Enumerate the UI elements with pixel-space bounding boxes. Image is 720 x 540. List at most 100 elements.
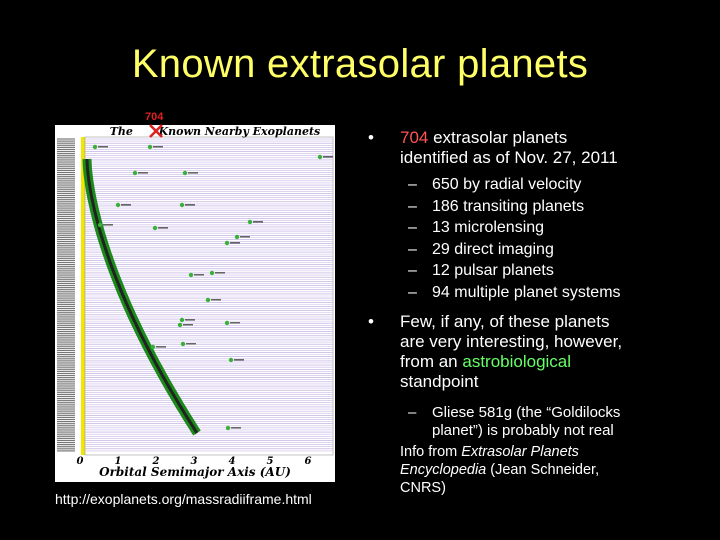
chart-count-label: 704: [145, 111, 164, 123]
chart-planet-label: [153, 146, 163, 148]
chart-planet-dot: [97, 222, 103, 228]
chart-row-label: [57, 287, 75, 289]
chart-row-label: [57, 268, 75, 270]
chart-x-tick-label: 4: [229, 456, 236, 467]
chart-planet-band-core: [85, 158, 199, 434]
chart-planet-dot: [209, 270, 215, 276]
chart-row-label: [57, 215, 75, 218]
chart-row-label: [57, 358, 75, 360]
chart-row-label: [57, 146, 75, 148]
chart-row-label: [57, 222, 75, 224]
chart-row-label: [57, 163, 75, 165]
chart-row-label: [57, 416, 75, 419]
chart-row-label: [57, 314, 75, 316]
chart-row-label: [57, 418, 75, 421]
chart-row-label: [57, 249, 75, 251]
chart-row-label: [57, 217, 75, 220]
chart-planet-label: [188, 172, 198, 174]
bullet1-text-rest: extrasolar planets: [428, 128, 568, 147]
chart-row-label: [57, 437, 75, 439]
list-item: –186 transiting planets: [408, 197, 585, 215]
chart-row-label: [57, 293, 75, 295]
chart-row-label: [57, 150, 75, 153]
chart-planet-label: [234, 359, 244, 361]
chart-row-label: [57, 276, 75, 278]
chart-row-label: [57, 316, 75, 318]
chart-row-label: [57, 178, 75, 180]
chart-planet-label: [121, 204, 131, 206]
chart-row-label: [57, 226, 75, 228]
source-url: http://exoplanets.org/massradiiframe.htm…: [55, 491, 312, 507]
chart-row-label: [57, 450, 75, 452]
chart-row-label: [57, 448, 75, 450]
chart-row-label: [57, 272, 75, 274]
chart-row-label: [57, 441, 75, 444]
chart-row-label: [57, 439, 75, 442]
chart-planet-dot: [182, 170, 188, 176]
chart-row-label: [57, 259, 75, 262]
planet-count-highlight: 704: [400, 128, 429, 147]
chart-row-label: [57, 240, 75, 243]
slide-title: Known extrasolar planets: [131, 42, 589, 86]
chart-planet-dot: [179, 202, 185, 208]
chart-planet-dot: [152, 225, 158, 231]
chart-row-label: [57, 333, 75, 335]
chart-row-label: [57, 324, 75, 326]
chart-row-label: [57, 224, 75, 226]
exoplanet-chart-image: 0 1 2 3 4 5 6 Orbital Semimajor Axis (AU): [55, 125, 335, 482]
chart-planet-dot: [224, 320, 230, 326]
chart-planet-dot: [234, 234, 240, 240]
chart-planet-label: [194, 274, 204, 276]
chart-row-label: [57, 320, 75, 322]
chart-planet-dot: [317, 154, 323, 160]
chart-row-label: [57, 425, 75, 427]
chart-row-label: [57, 257, 75, 259]
chart-planet-dot: [228, 357, 234, 363]
chart-planet-dot: [180, 341, 186, 347]
chart-row-label: [57, 190, 75, 192]
chart-row-label: [57, 362, 75, 364]
chart-row-label: [57, 312, 75, 314]
chart-row-label: [57, 393, 75, 395]
chart-row-label: [57, 387, 75, 389]
list-item: –12 pulsar planets: [408, 262, 554, 280]
chart-row-label: [57, 203, 75, 205]
bullet-known-count: • 704 extrasolar planets identified as o…: [368, 128, 708, 168]
chart-row-label: [57, 169, 75, 171]
chart-row-label: [57, 140, 75, 142]
chart-row-label: [57, 366, 75, 368]
chart-x-axis-label: Orbital Semimajor Axis (AU): [99, 465, 291, 479]
chart-planet-label: [253, 221, 263, 223]
chart-row-label: [57, 167, 75, 169]
chart-row-label: [57, 379, 75, 381]
bullet-dot: •: [368, 311, 374, 331]
chart-row-label: [57, 173, 75, 176]
chart-row-label: [57, 184, 75, 186]
chart-row-label: [57, 412, 75, 414]
chart-row-label: [57, 282, 75, 285]
gliese-list: – Gliese 581g (the “Goldilocks planet”) is…: [368, 404, 708, 440]
chart-row-label: [57, 421, 75, 423]
chart-row-label: [57, 264, 75, 266]
chart-row-label: [57, 395, 75, 398]
chart-x-tick-label: 2: [152, 456, 160, 467]
chart-row-label: [57, 328, 75, 331]
chart-row-label: [57, 201, 75, 203]
chart-row-label: [57, 228, 75, 230]
chart-row-label: [57, 402, 75, 404]
chart-row-label: [57, 297, 75, 299]
chart-planet-label: [231, 427, 241, 429]
chart-row-label: [57, 343, 75, 345]
chart-row-label: [57, 326, 75, 328]
chart-row-label: [57, 253, 75, 255]
chart-row-label: [57, 274, 75, 276]
chart-row-label: [57, 414, 75, 416]
chart-x-tick-label: 0: [77, 456, 84, 467]
chart-row-label: [57, 303, 75, 305]
chart-row-label: [57, 138, 75, 140]
chart-row-label: [57, 377, 75, 379]
chart-title: The Known Nearby Exoplanets: [109, 125, 321, 138]
chart-row-label: [57, 354, 75, 356]
chart-row-label: [57, 211, 75, 213]
chart-row-label: [57, 389, 75, 391]
